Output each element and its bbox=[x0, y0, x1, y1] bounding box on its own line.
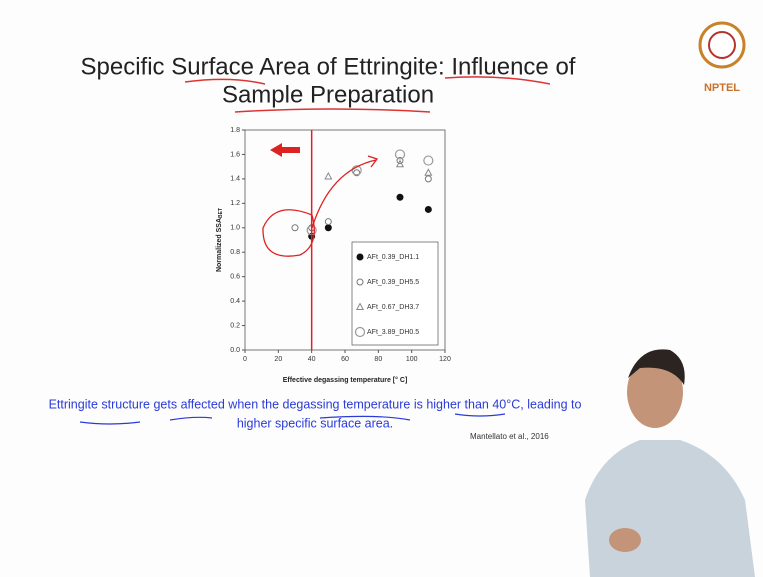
title: Specific Surface Area of Ettringite: Inf… bbox=[81, 53, 576, 80]
legend-marker bbox=[357, 254, 364, 261]
point bbox=[425, 169, 431, 175]
legend-marker bbox=[357, 279, 363, 285]
x-tick-label: 20 bbox=[274, 356, 282, 363]
x-axis-label: Effective degassing temperature [° C] bbox=[283, 376, 408, 384]
point bbox=[425, 206, 432, 213]
annotation-arrow bbox=[312, 156, 377, 228]
y-tick-label: 0.8 bbox=[230, 249, 240, 256]
point bbox=[424, 156, 433, 165]
y-tick-label: 0.4 bbox=[230, 298, 240, 305]
citation: Mantellato et al., 2016 bbox=[470, 432, 549, 441]
point bbox=[325, 173, 331, 179]
y-tick-label: 0.2 bbox=[230, 322, 240, 329]
y-tick-label: 1.4 bbox=[230, 176, 240, 183]
x-tick-label: 120 bbox=[439, 356, 451, 363]
annotation-arrow bbox=[270, 143, 300, 157]
y-tick-label: 1.0 bbox=[230, 225, 240, 232]
y-axis-label: Normalized SSABET bbox=[216, 208, 224, 272]
point bbox=[425, 176, 431, 182]
slide-canvas: Specific Surface Area of Ettringite: Inf… bbox=[0, 0, 763, 577]
y-tick-label: 1.8 bbox=[230, 127, 240, 134]
slide: Specific Surface Area of Ettringite: Inf… bbox=[0, 0, 763, 577]
point bbox=[325, 219, 331, 225]
annotation-circle bbox=[263, 210, 314, 256]
x-tick-label: 0 bbox=[243, 356, 247, 363]
legend-label: AFt_0.39_DH5.5 bbox=[367, 279, 419, 286]
x-tick-label: 40 bbox=[308, 356, 316, 363]
title: Sample Preparation bbox=[222, 81, 434, 108]
logo bbox=[700, 23, 744, 67]
caption: higher specific surface area. bbox=[237, 416, 393, 430]
point bbox=[325, 224, 332, 231]
y-axis-label: Normalized SSA bbox=[216, 218, 223, 272]
y-tick-label: 1.6 bbox=[230, 151, 240, 158]
y-axis-label-sub: BET bbox=[218, 208, 224, 218]
x-tick-label: 60 bbox=[341, 356, 349, 363]
y-tick-label: 0.0 bbox=[230, 347, 240, 354]
point bbox=[397, 194, 404, 201]
presenter bbox=[585, 349, 755, 577]
legend-label: AFt_0.39_DH1.1 bbox=[367, 254, 419, 261]
x-tick-label: 100 bbox=[406, 356, 418, 363]
y-tick-label: 1.2 bbox=[230, 200, 240, 207]
legend-label: AFt_3.89_DH0.5 bbox=[367, 329, 419, 336]
caption: Ettringite structure gets affected when … bbox=[49, 397, 582, 411]
point bbox=[292, 225, 298, 231]
x-tick-label: 80 bbox=[374, 356, 382, 363]
legend-label: AFt_0.67_DH3.7 bbox=[367, 304, 419, 311]
logo-text: NPTEL bbox=[704, 82, 740, 94]
y-tick-label: 0.6 bbox=[230, 274, 240, 281]
